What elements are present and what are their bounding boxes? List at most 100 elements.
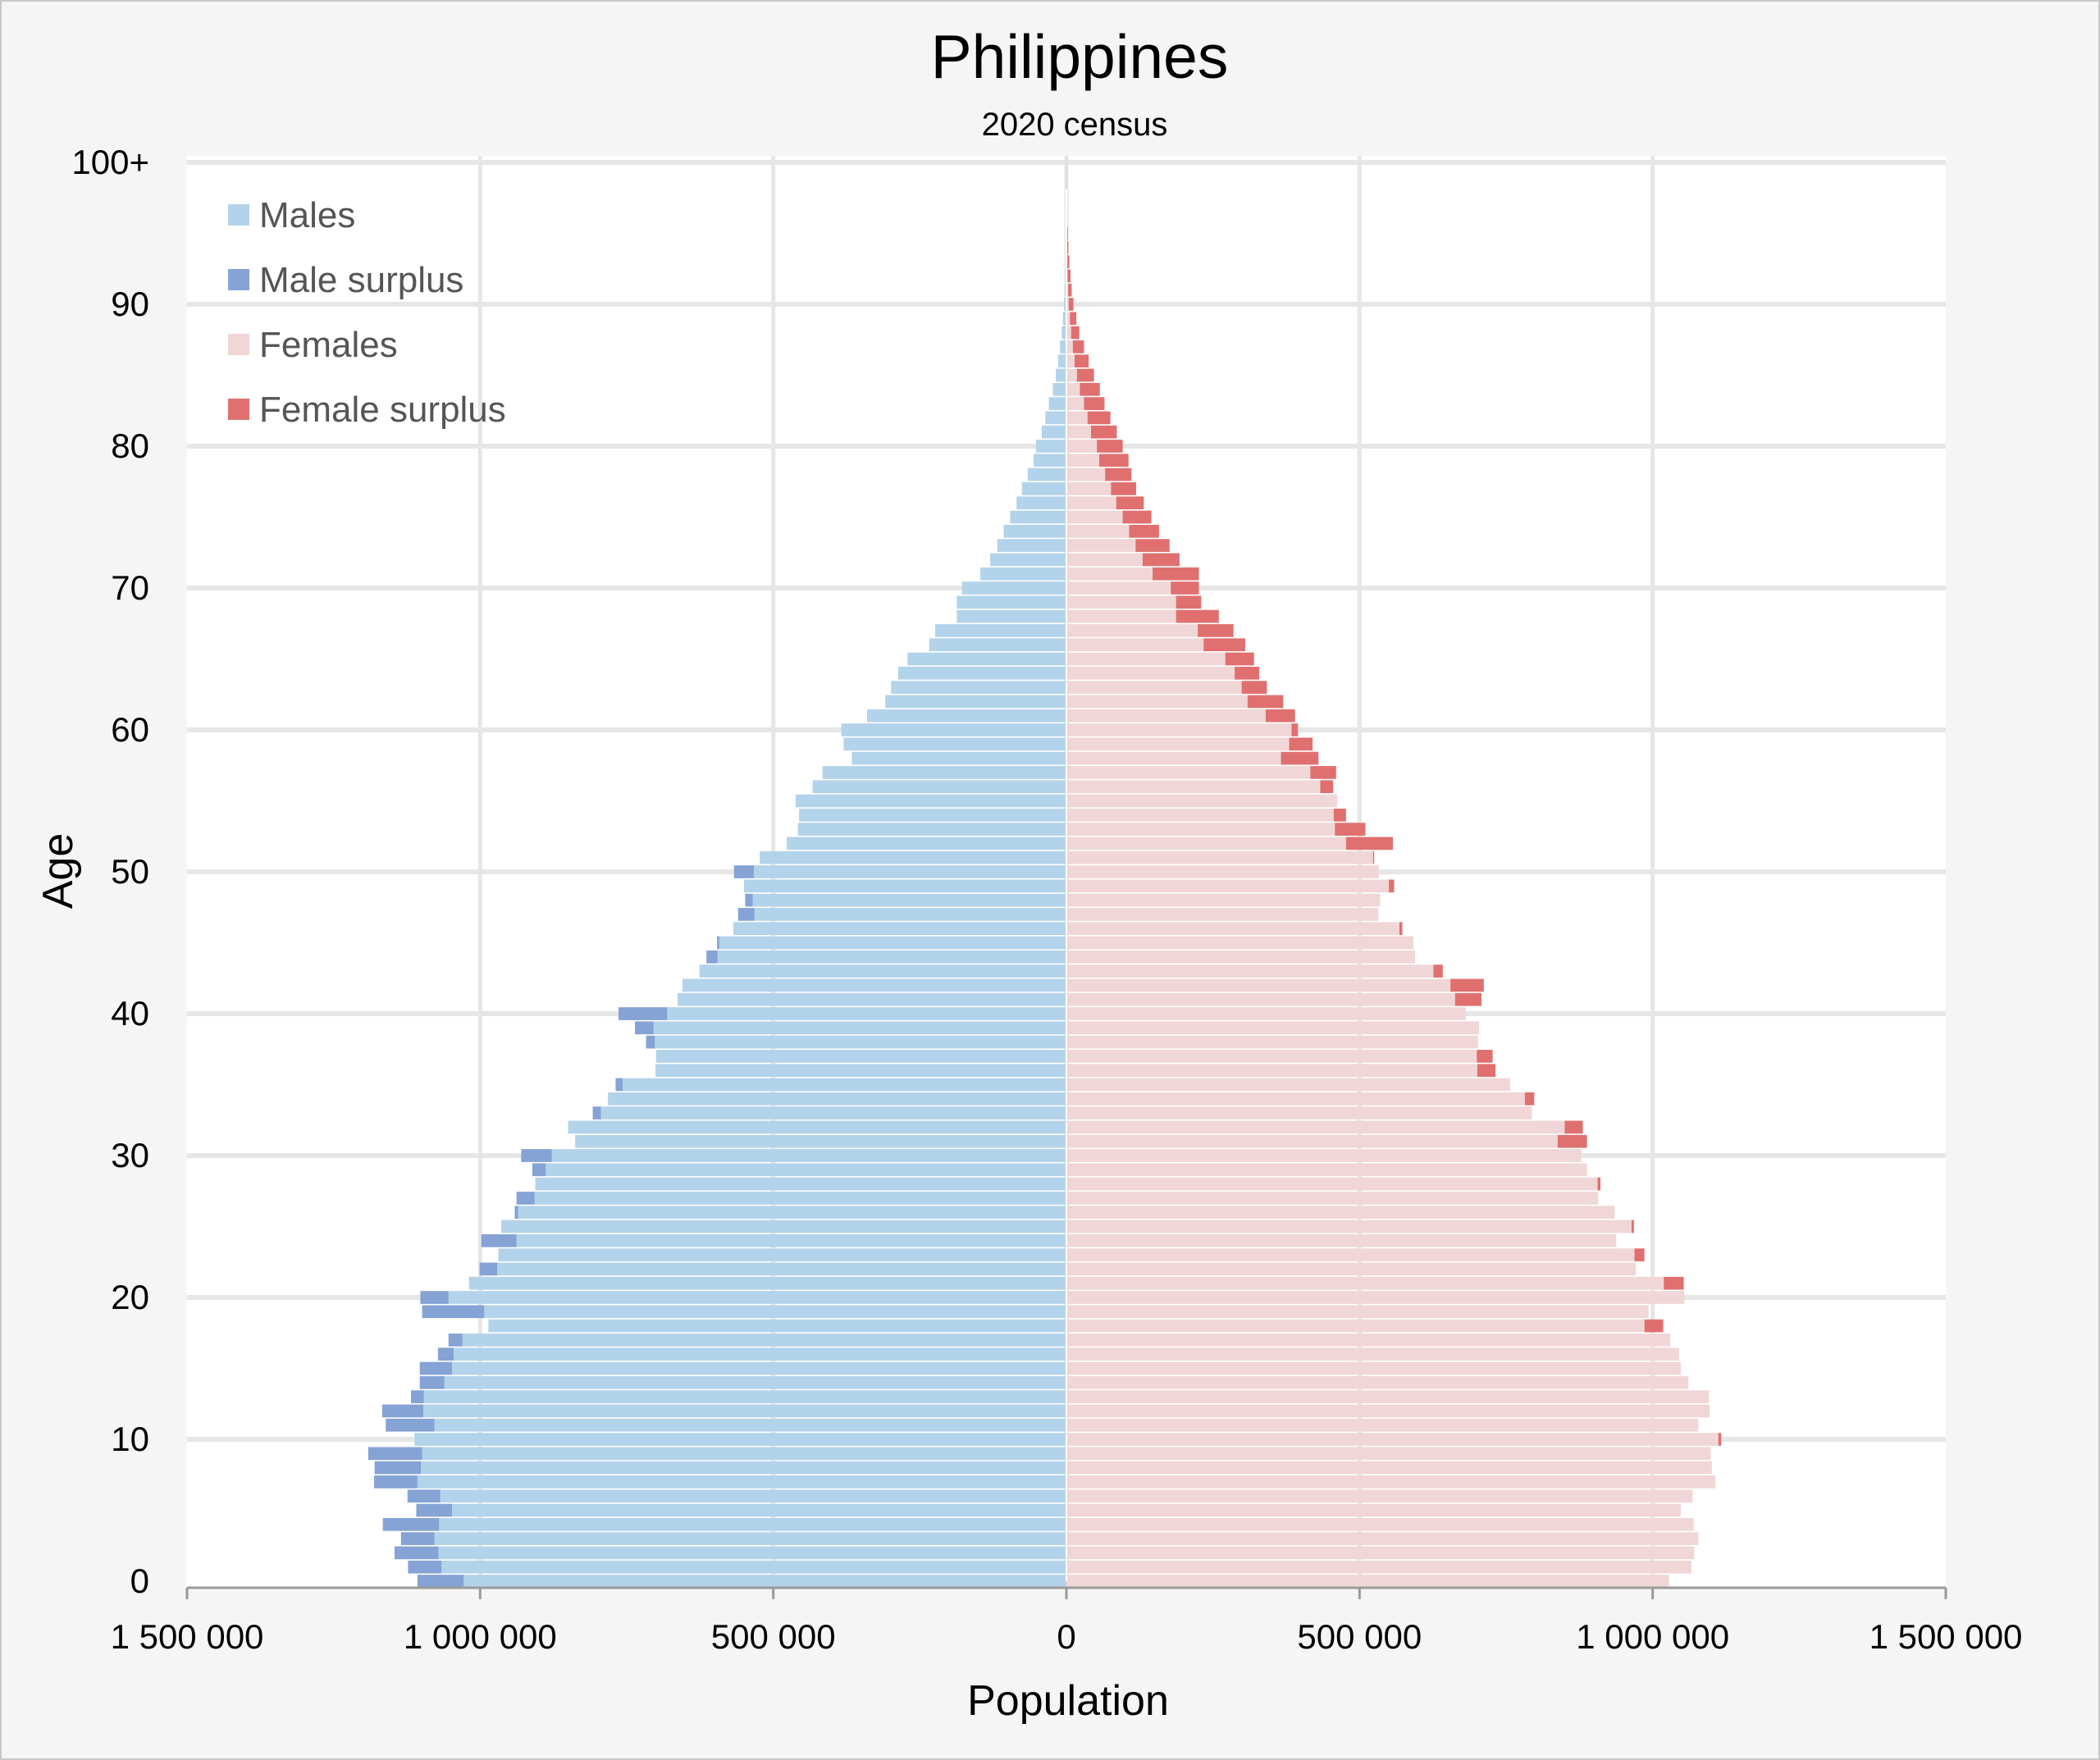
female-bar <box>1066 808 1334 822</box>
male-bar <box>956 595 1066 609</box>
female-bar <box>1066 553 1143 567</box>
female-surplus-bar <box>1203 638 1245 652</box>
male-bar <box>1056 368 1066 382</box>
female-surplus-bar <box>1345 837 1394 850</box>
chart-subtitle: 2020 census <box>982 107 1168 143</box>
male-bar <box>885 695 1066 709</box>
female-bar <box>1066 1021 1480 1035</box>
male-bar <box>841 723 1066 736</box>
male-surplus-bar <box>635 1021 654 1035</box>
female-bar <box>1066 354 1075 368</box>
male-surplus-bar <box>417 1575 464 1588</box>
female-bar <box>1066 1106 1532 1119</box>
female-bar <box>1066 1120 1565 1134</box>
y-tick-label: 20 <box>111 1278 149 1316</box>
female-surplus-bar <box>1091 425 1117 439</box>
male-bar <box>534 1192 1066 1205</box>
male-bar <box>699 964 1066 978</box>
male-surplus-bar <box>419 1361 453 1375</box>
female-bar <box>1066 1192 1599 1205</box>
male-surplus-bar <box>381 1404 424 1418</box>
male-bar <box>484 1305 1066 1319</box>
male-bar <box>568 1120 1066 1134</box>
male-surplus-bar <box>481 1233 517 1247</box>
female-bar <box>1066 936 1414 950</box>
female-surplus-bar <box>1099 454 1129 467</box>
male-bar <box>1052 382 1066 396</box>
female-bar <box>1066 1517 1694 1531</box>
male-bar <box>752 893 1066 907</box>
female-surplus-bar <box>1644 1319 1664 1333</box>
male-bar <box>1033 454 1066 467</box>
male-bar <box>1064 298 1066 311</box>
female-surplus-bar <box>1067 255 1070 268</box>
female-bar <box>1066 1532 1699 1545</box>
male-bar <box>439 1517 1066 1531</box>
female-surplus-bar <box>1066 226 1068 240</box>
female-bar <box>1066 978 1451 992</box>
female-surplus-bar <box>1265 709 1295 723</box>
female-bar <box>1066 964 1434 978</box>
female-bar <box>1066 837 1346 850</box>
female-bar <box>1066 652 1226 666</box>
male-bar <box>1045 411 1066 425</box>
female-bar <box>1066 283 1069 297</box>
male-bar <box>822 766 1066 779</box>
female-bar <box>1066 326 1071 340</box>
female-surplus-bar <box>1389 879 1395 893</box>
female-surplus-bar <box>1072 340 1084 353</box>
legend-swatch <box>228 204 249 226</box>
female-bar <box>1066 709 1266 723</box>
female-surplus-bar <box>1597 1177 1601 1191</box>
female-bar <box>1066 751 1281 765</box>
female-bar <box>1066 1475 1716 1489</box>
female-bar <box>1066 440 1098 453</box>
female-surplus-bar <box>1310 766 1336 779</box>
female-bar <box>1066 397 1084 410</box>
female-surplus-bar <box>1076 368 1094 382</box>
male-bar <box>653 1021 1066 1035</box>
female-surplus-bar <box>1122 510 1152 524</box>
female-surplus-bar <box>1087 411 1111 425</box>
female-surplus-bar <box>1477 1050 1493 1063</box>
male-bar <box>1016 496 1066 510</box>
male-bar <box>1060 340 1066 353</box>
female-surplus-bar <box>1557 1134 1587 1148</box>
female-surplus-bar <box>1291 723 1299 736</box>
female-bar <box>1066 1177 1598 1191</box>
male-bar <box>1057 354 1066 368</box>
female-bar <box>1066 1276 1664 1290</box>
female-bar <box>1066 467 1106 481</box>
female-surplus-bar <box>1454 992 1481 1006</box>
female-bar <box>1066 1262 1636 1276</box>
male-bar <box>682 978 1066 992</box>
male-bar <box>867 709 1066 723</box>
male-bar <box>497 1262 1066 1276</box>
female-bar <box>1066 581 1171 595</box>
male-bar <box>891 681 1066 694</box>
male-bar <box>434 1532 1066 1545</box>
male-surplus-bar <box>386 1418 435 1432</box>
male-bar <box>1064 283 1066 297</box>
female-bar <box>1066 482 1112 495</box>
male-bar <box>1048 397 1066 410</box>
male-bar <box>448 1291 1066 1304</box>
male-surplus-bar <box>733 865 755 878</box>
female-surplus-bar <box>1176 595 1202 609</box>
male-bar <box>655 1064 1066 1078</box>
male-bar <box>434 1418 1066 1432</box>
x-tick-label: 1 500 000 <box>1869 1617 2023 1656</box>
female-surplus-bar <box>1477 1064 1496 1078</box>
male-bar <box>440 1489 1066 1503</box>
female-bar <box>1066 1447 1711 1461</box>
male-bar <box>795 794 1066 808</box>
female-surplus-bar <box>1080 382 1100 396</box>
female-bar <box>1066 298 1069 311</box>
male-surplus-bar <box>618 1007 668 1020</box>
female-bar <box>1066 1418 1699 1432</box>
female-surplus-bar <box>1225 652 1254 666</box>
male-bar <box>843 737 1066 751</box>
male-surplus-bar <box>514 1206 518 1220</box>
y-tick-label: 100+ <box>71 143 149 181</box>
male-surplus-bar <box>448 1334 463 1347</box>
